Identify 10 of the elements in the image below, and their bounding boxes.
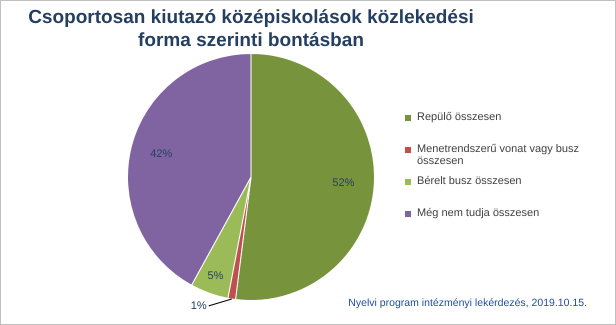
data-label: 52%	[332, 176, 355, 189]
data-label: 42%	[150, 148, 173, 160]
legend-label: Menetrendszerű vonat vagy busz összesen	[417, 143, 580, 167]
data-label: 5%	[207, 270, 224, 282]
data-label: 1%	[190, 300, 207, 312]
text: Nyelvi program intézményi lekérdezés, 2019.10.15.	[348, 297, 587, 309]
legend-label: Bérelt busz összesen	[417, 175, 522, 187]
legend-label: Repülő összesen	[417, 111, 502, 123]
legend-label: Még nem tudja összesen	[417, 207, 540, 219]
chart-title: Csoportosan kiutazó középiskolások közlekedési forma szerinti bontásban	[27, 6, 475, 52]
